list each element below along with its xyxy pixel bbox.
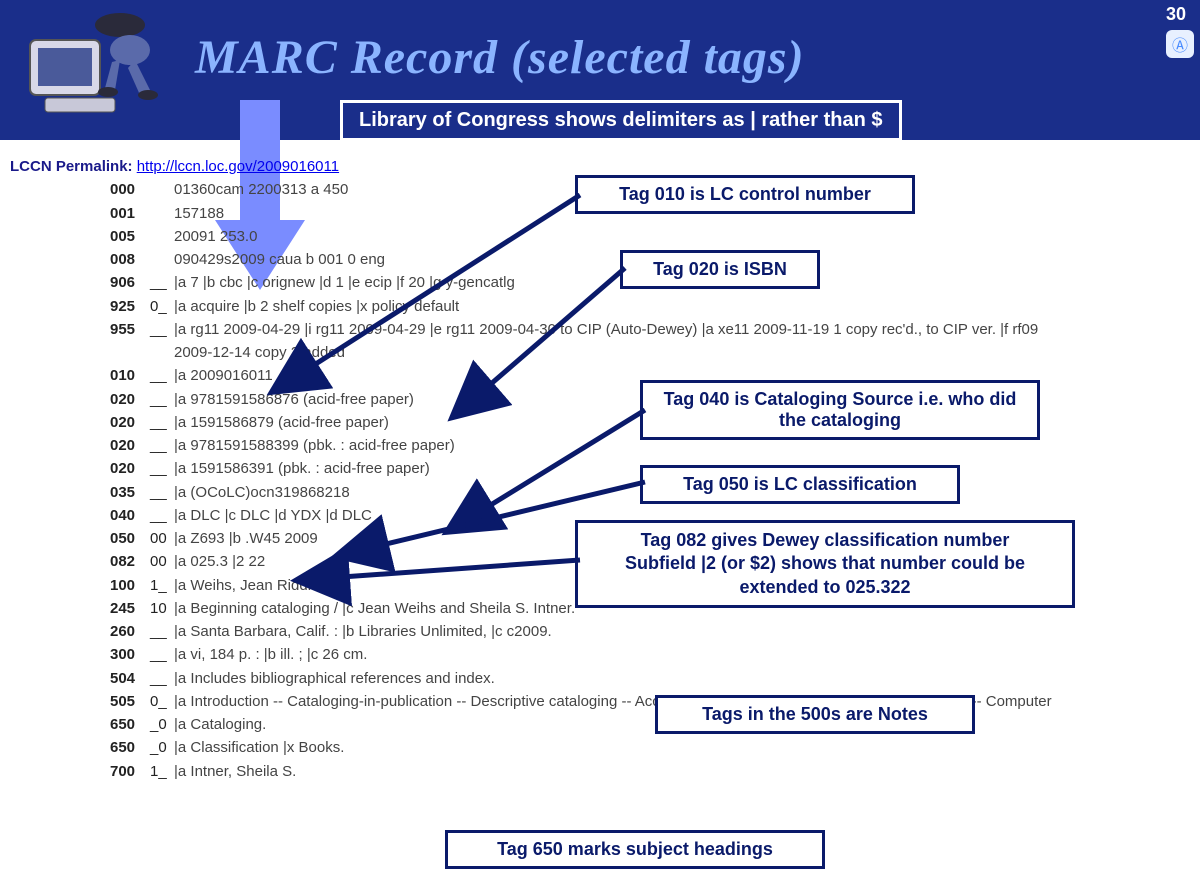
callout-082: Tag 082 gives Dewey classification numbe…	[575, 520, 1075, 608]
slide: 30 MARC Record (selected tags) Library o…	[0, 0, 1200, 894]
callout-500: Tags in the 500s are Notes	[655, 695, 975, 734]
marc-line: 2009-12-14 copy 2 added	[110, 341, 1190, 364]
marc-line: 00520091 253.0	[110, 225, 1190, 248]
callout-650: Tag 650 marks subject headings	[445, 830, 825, 869]
computer-icon	[20, 10, 170, 120]
marc-line: 300__|a vi, 184 p. : |b ill. ; |c 26 cm.	[110, 643, 1190, 666]
app-badge-icon: Ⓐ	[1166, 30, 1194, 58]
callout-040: Tag 040 is Cataloging Source i.e. who di…	[640, 380, 1040, 440]
marc-line: 7001_|a Intner, Sheila S.	[110, 760, 1190, 783]
permalink-link[interactable]: http://lccn.loc.gov/2009016011	[137, 158, 339, 175]
marc-record-area: LCCN Permalink: http://lccn.loc.gov/2009…	[10, 155, 1190, 783]
slide-title: MARC Record (selected tags)	[195, 30, 805, 85]
permalink-label: LCCN Permalink:	[10, 158, 133, 175]
marc-line: 5050_|a Introduction -- Cataloging-in-pu…	[110, 690, 1190, 713]
marc-line: 650_0|a Classification |x Books.	[110, 736, 1190, 759]
subtitle-box: Library of Congress shows delimiters as …	[340, 100, 902, 141]
marc-line: 9250_|a acquire |b 2 shelf copies |x pol…	[110, 295, 1190, 318]
callout-010: Tag 010 is LC control number	[575, 175, 915, 214]
callout-050: Tag 050 is LC classification	[640, 465, 960, 504]
marc-line: 650_0|a Cataloging.	[110, 713, 1190, 736]
marc-lines: 00001360cam 2200313 a 450001157188005200…	[10, 178, 1190, 783]
slide-number: 30	[1166, 4, 1186, 25]
callout-020: Tag 020 is ISBN	[620, 250, 820, 289]
marc-line: 955__|a rg11 2009-04-29 |i rg11 2009-04-…	[110, 318, 1190, 341]
marc-line: 504__|a Includes bibliographical referen…	[110, 667, 1190, 690]
marc-line: 260__|a Santa Barbara, Calif. : |b Libra…	[110, 620, 1190, 643]
